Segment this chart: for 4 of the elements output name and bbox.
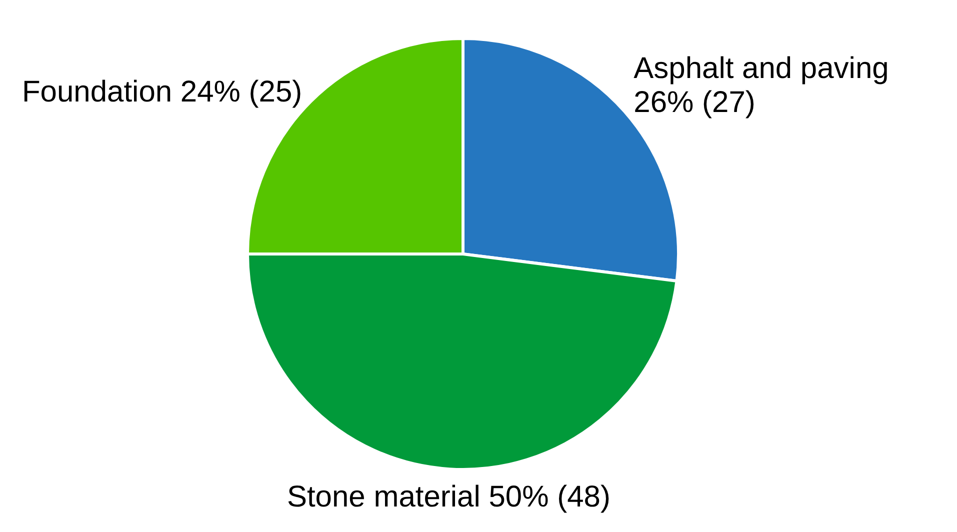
data-label: 26% (27) <box>634 86 756 119</box>
slice-label: Foundation 24% (25) <box>22 75 302 108</box>
slice-label: Asphalt and paving <box>634 52 889 85</box>
slice-label: Stone material 50% (48) <box>286 480 610 514</box>
